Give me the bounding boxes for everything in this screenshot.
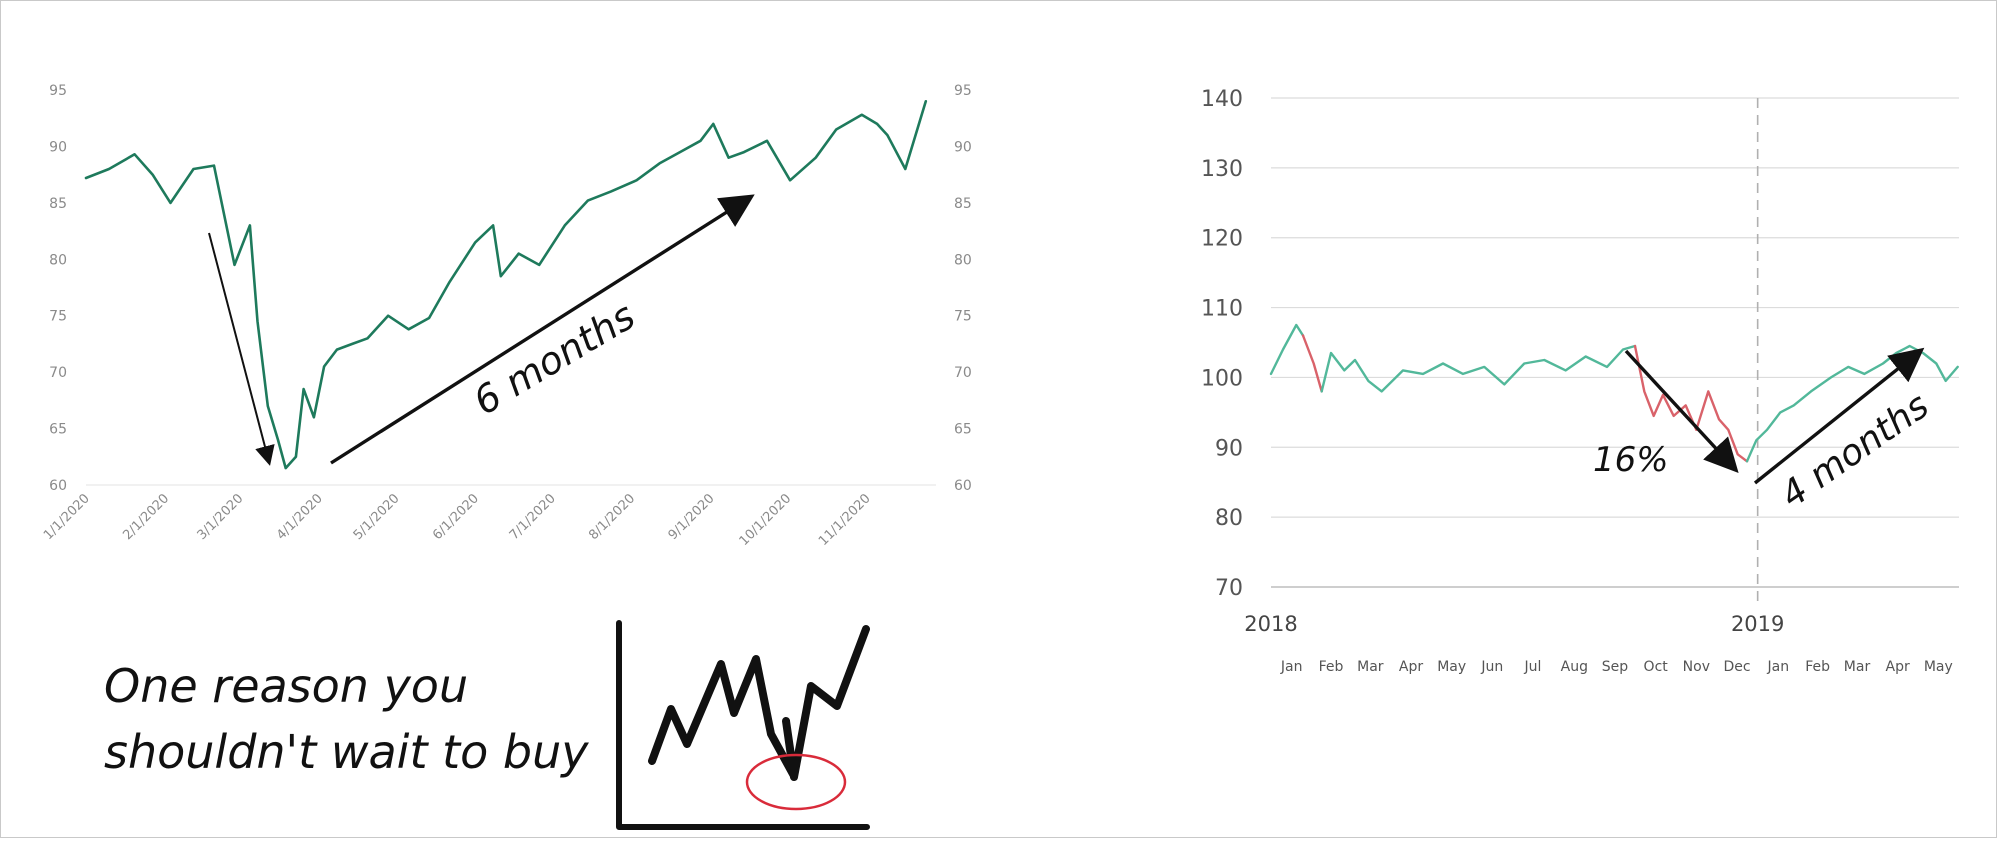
c2-year-label: 2018 xyxy=(1244,612,1297,636)
drop-down-arrow xyxy=(1624,349,1739,473)
c2-month-label: Oct xyxy=(1644,659,1669,675)
caption-line-2: shouldn't wait to buy xyxy=(104,725,589,779)
c2-month-label: Jun xyxy=(1480,659,1503,675)
sixteen-percent-annotation: 16% xyxy=(1593,440,1669,480)
c2-y-axis: 70 80 90 100 110 120 130 140 xyxy=(1201,87,1243,601)
c2-y-tick-label: 100 xyxy=(1201,366,1243,391)
c1-y-tick-label: 75 xyxy=(49,309,67,325)
c1-series xyxy=(84,100,928,470)
covid-recovery-line-chart: 60 65 70 75 80 85 90 95 60 65 70 75 80 85 90 95 1/1/20… xyxy=(41,83,972,549)
c2-series-line-recovery xyxy=(1745,344,1959,463)
c1-y-tick-label-right: 70 xyxy=(954,365,972,381)
c2-month-label: Mar xyxy=(1844,659,1871,675)
c2-month-label: Feb xyxy=(1805,659,1830,675)
recovery-up-arrow-2019 xyxy=(1753,347,1925,485)
2018-correction-line-chart: 70 80 90 100 110 120 130 140 2018 2019 Jan Feb Mar A… xyxy=(1201,87,1959,675)
c2-month-label: May xyxy=(1924,659,1953,675)
c2-y-tick-label: 140 xyxy=(1201,87,1243,112)
c1-y-axis-right: 60 65 70 75 80 85 90 95 xyxy=(954,83,972,494)
recovery-up-arrow xyxy=(330,194,755,465)
dip-circle xyxy=(745,753,847,811)
c2-y-tick-label: 90 xyxy=(1215,436,1243,461)
c2-month-label: Apr xyxy=(1886,659,1910,675)
c1-y-tick-label-right: 95 xyxy=(954,83,972,99)
c1-x-tick-label: 5/1/2020 xyxy=(351,491,403,543)
c1-y-tick-label-right: 90 xyxy=(954,139,972,155)
c1-x-axis: 1/1/2020 2/1/2020 3/1/2020 4/1/2020 5/1/2020… xyxy=(41,484,936,549)
c1-x-tick-label: 6/1/2020 xyxy=(430,491,482,543)
c2-month-label: Mar xyxy=(1357,659,1384,675)
c1-y-tick-label-right: 85 xyxy=(954,196,972,212)
c2-month-label: Jan xyxy=(1767,659,1790,675)
c2-month-label: Sep xyxy=(1602,659,1629,675)
c2-y-tick-label: 130 xyxy=(1201,157,1243,182)
c2-month-label: Nov xyxy=(1683,659,1710,675)
c2-month-label: Jul xyxy=(1524,659,1542,675)
c1-series-line xyxy=(84,100,928,470)
c2-y-tick-label: 70 xyxy=(1215,576,1243,601)
c1-y-tick-label: 70 xyxy=(49,365,67,381)
c2-y-tick-label: 110 xyxy=(1201,297,1243,322)
c1-y-tick-label-right: 60 xyxy=(954,478,972,494)
c2-month-label: Dec xyxy=(1723,659,1750,675)
crash-down-arrow xyxy=(208,232,275,466)
c2-month-label: May xyxy=(1437,659,1466,675)
caption-line-1: One reason you xyxy=(104,659,468,713)
c1-y-tick-label: 80 xyxy=(49,252,67,268)
c2-month-label: Jan xyxy=(1280,659,1303,675)
sketch-line-chart-dip-circled-icon xyxy=(616,620,870,830)
caption: One reason you shouldn't wait to buy xyxy=(104,659,589,779)
c2-series-line-decline xyxy=(1301,334,1323,393)
c2-gridlines xyxy=(1271,97,1959,518)
c1-y-axis-left: 60 65 70 75 80 85 90 95 xyxy=(49,83,67,494)
c2-series-line-plateau xyxy=(1320,344,1637,393)
c1-y-tick-label: 95 xyxy=(49,83,67,99)
c2-x-axis: 2018 2019 Jan Feb Mar Apr May Jun Jul Aug Sep Oct No… xyxy=(1244,612,1953,675)
c2-series-line-decline xyxy=(1633,344,1749,463)
c1-y-tick-label-right: 80 xyxy=(954,252,972,268)
c1-x-tick-label: 1/1/2020 xyxy=(41,491,93,543)
c2-series-line-rise xyxy=(1269,323,1305,376)
c1-x-tick-label: 7/1/2020 xyxy=(507,491,559,543)
c1-y-tick-label: 85 xyxy=(49,196,67,212)
c1-x-tick-label: 2/1/2020 xyxy=(120,491,172,543)
c1-x-tick-label: 9/1/2020 xyxy=(666,491,718,543)
c1-x-tick-label: 3/1/2020 xyxy=(195,491,247,543)
c2-month-label: Aug xyxy=(1561,659,1588,675)
c1-y-tick-label: 90 xyxy=(49,139,67,155)
c1-y-tick-label-right: 75 xyxy=(954,309,972,325)
c1-x-tick-label: 10/1/2020 xyxy=(737,491,795,549)
c2-series xyxy=(1269,323,1959,463)
c2-month-label: Apr xyxy=(1399,659,1423,675)
c2-y-tick-label: 80 xyxy=(1215,506,1243,531)
c1-y-tick-label-right: 65 xyxy=(954,422,972,438)
c1-y-tick-label: 60 xyxy=(49,478,67,494)
c1-y-tick-label: 65 xyxy=(49,422,67,438)
c1-x-tick-label: 4/1/2020 xyxy=(274,491,326,543)
c2-month-label: Feb xyxy=(1319,659,1344,675)
c1-x-tick-label: 8/1/2020 xyxy=(586,491,638,543)
c1-x-tick-label: 11/1/2020 xyxy=(816,491,874,549)
c2-year-label: 2019 xyxy=(1731,612,1784,636)
c2-y-tick-label: 120 xyxy=(1201,227,1243,252)
